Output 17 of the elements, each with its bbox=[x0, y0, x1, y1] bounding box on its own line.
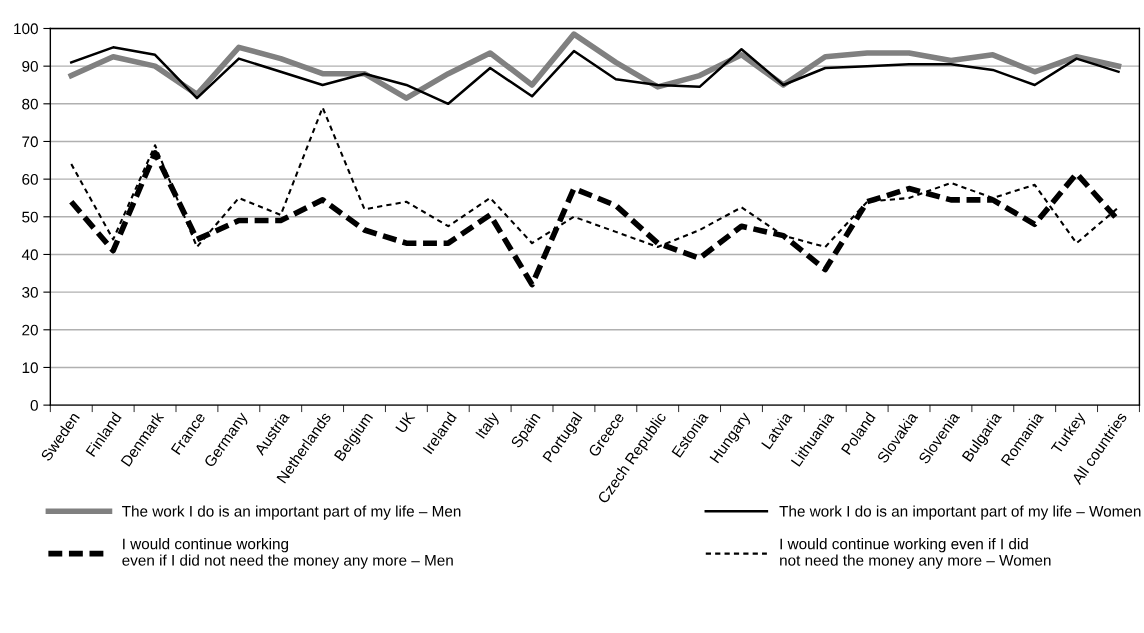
legend-label: The work I do is an important part of my life – Women bbox=[779, 505, 1141, 520]
y-tick-label: 70 bbox=[22, 136, 38, 148]
legend-label: I would continue working even if I did not need the money any more – Women bbox=[780, 538, 1051, 569]
y-tick-label: 30 bbox=[22, 287, 38, 298]
y-tick-label: 20 bbox=[22, 324, 38, 336]
y-tick-label: 0 bbox=[30, 399, 38, 411]
y-tick-label: 100 bbox=[14, 23, 38, 35]
line-series bbox=[70, 46, 1120, 106]
y-tick-label: 50 bbox=[22, 211, 38, 223]
legend-label: I would continue working even if I did not need the money any more – Men bbox=[122, 538, 453, 569]
legend-label: The work I do is an important part of my life – Men bbox=[122, 505, 461, 520]
y-tick-label: 40 bbox=[21, 249, 38, 261]
y-tick-label: 80 bbox=[22, 98, 38, 110]
y-tick-label: 90 bbox=[22, 61, 38, 72]
x-tick-label: UK bbox=[395, 411, 416, 434]
y-tick-label: 10 bbox=[22, 362, 38, 374]
y-tick-label: 60 bbox=[22, 174, 38, 185]
